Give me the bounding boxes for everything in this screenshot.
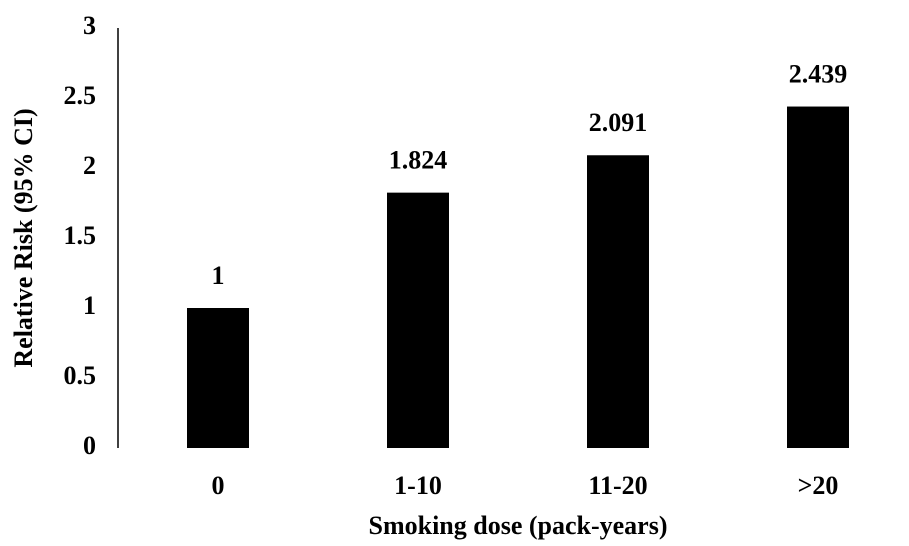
y-tick-label: 2 xyxy=(83,151,96,180)
bar xyxy=(587,155,649,448)
y-tick-label: 3 xyxy=(83,11,96,40)
y-axis-label: Relative Risk (95% CI) xyxy=(9,108,38,367)
y-tick-label: 0.5 xyxy=(64,361,97,390)
y-tick-label: 1.5 xyxy=(64,221,97,250)
value-label: 2.439 xyxy=(789,60,848,89)
x-tick-label: 11-20 xyxy=(588,471,647,500)
x-tick-label: 0 xyxy=(212,471,225,500)
y-tick-label: 0 xyxy=(83,431,96,460)
bar xyxy=(787,106,849,448)
bar xyxy=(187,308,249,448)
value-label: 1.824 xyxy=(389,146,448,175)
x-axis-label: Smoking dose (pack-years) xyxy=(368,511,667,540)
y-tick-label: 2.5 xyxy=(64,81,97,110)
x-tick-label: >20 xyxy=(798,471,839,500)
x-tick-label: 1-10 xyxy=(394,471,442,500)
y-tick-label: 1 xyxy=(83,291,96,320)
value-label: 1 xyxy=(212,261,225,290)
bar xyxy=(387,192,449,448)
value-label: 2.091 xyxy=(589,108,648,137)
